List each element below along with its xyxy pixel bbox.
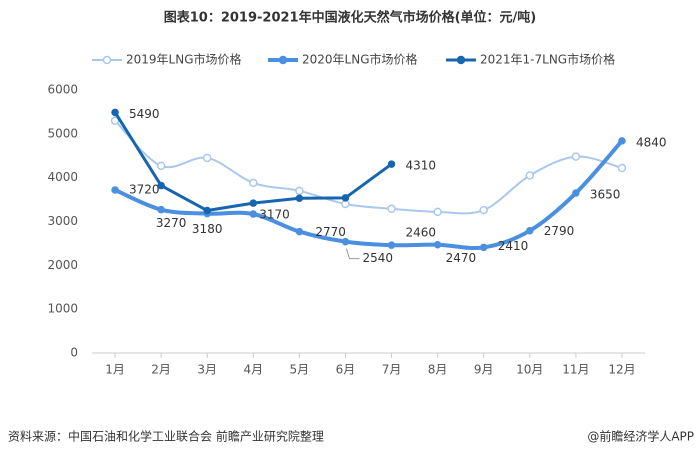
point (387, 241, 396, 249)
data-label: 2460 (406, 226, 437, 240)
point (249, 210, 258, 218)
y-tick-label: 2000 (47, 258, 78, 272)
point (525, 171, 535, 180)
source: 资料来源：中国石油和化学工业联合会 前瞻产业研究院整理 (8, 429, 324, 444)
point (572, 189, 580, 197)
point (433, 240, 442, 249)
y-tick-label: 4000 (47, 170, 78, 184)
y-tick-label: 5000 (47, 126, 78, 140)
data-label: 2770 (315, 225, 346, 239)
data-label: 3270 (156, 216, 187, 230)
point (387, 204, 396, 214)
x-tick-label: 6月 (336, 363, 356, 377)
point (156, 161, 166, 171)
data-label: 4840 (636, 135, 667, 149)
point (387, 160, 396, 168)
point (618, 137, 626, 145)
data-label: 4310 (406, 159, 437, 173)
legend-label: 2021年1-7LNG市场价格 (480, 52, 615, 67)
data-label: 2540 (362, 251, 393, 265)
point (295, 227, 304, 236)
x-tick-label: 10月 (516, 363, 543, 377)
y-tick-label: 0 (70, 346, 78, 360)
point (479, 205, 488, 215)
point (341, 237, 350, 246)
x-tick-label: 4月 (243, 363, 263, 377)
leader-line (345, 248, 360, 260)
data-label: 3180 (192, 222, 223, 236)
x-tick-label: 1月 (105, 363, 125, 377)
x-tick-label: 9月 (474, 363, 494, 377)
point (111, 186, 119, 194)
series-line (114, 119, 623, 215)
x-tick-label: 2月 (151, 363, 171, 377)
point (157, 205, 165, 214)
data-label: 3720 (129, 182, 160, 196)
x-tick-label: 5月 (290, 363, 310, 377)
legend-marker (278, 55, 288, 65)
point (526, 226, 534, 235)
data-label: 5490 (129, 107, 160, 121)
point (203, 206, 211, 215)
point (295, 194, 304, 203)
y-tick-label: 3000 (47, 214, 78, 228)
point (249, 178, 258, 188)
data-label: 3170 (259, 208, 290, 222)
legend-label: 2020年LNG市场价格 (302, 52, 418, 67)
x-tick-label: 3月 (197, 363, 217, 377)
point (433, 207, 442, 217)
data-label: 2470 (446, 251, 477, 265)
point (571, 152, 581, 161)
x-tick-label: 7月 (382, 363, 402, 377)
x-tick-label: 12月 (608, 363, 635, 377)
point (617, 163, 627, 173)
point (249, 199, 258, 207)
point (157, 181, 165, 190)
point (479, 243, 488, 252)
legend-marker (456, 55, 466, 65)
legend-label: 2019年LNG市场价格 (126, 52, 242, 67)
point (295, 186, 304, 196)
point (341, 194, 350, 202)
point (111, 108, 119, 117)
y-tick-label: 1000 (47, 302, 78, 316)
y-tick-label: 6000 (47, 83, 78, 97)
chart-title: 图表10：2019-2021年中国液化天然气市场价格(单位：元/吨) (164, 10, 536, 26)
data-label: 2410 (498, 239, 529, 253)
credit: @前瞻经济学人APP (587, 429, 694, 444)
data-label: 3650 (590, 188, 621, 202)
point (202, 153, 212, 163)
x-tick-label: 11月 (562, 363, 589, 377)
x-tick-label: 8月 (428, 363, 448, 377)
data-label: 2790 (544, 224, 575, 238)
legend-marker (102, 55, 112, 65)
